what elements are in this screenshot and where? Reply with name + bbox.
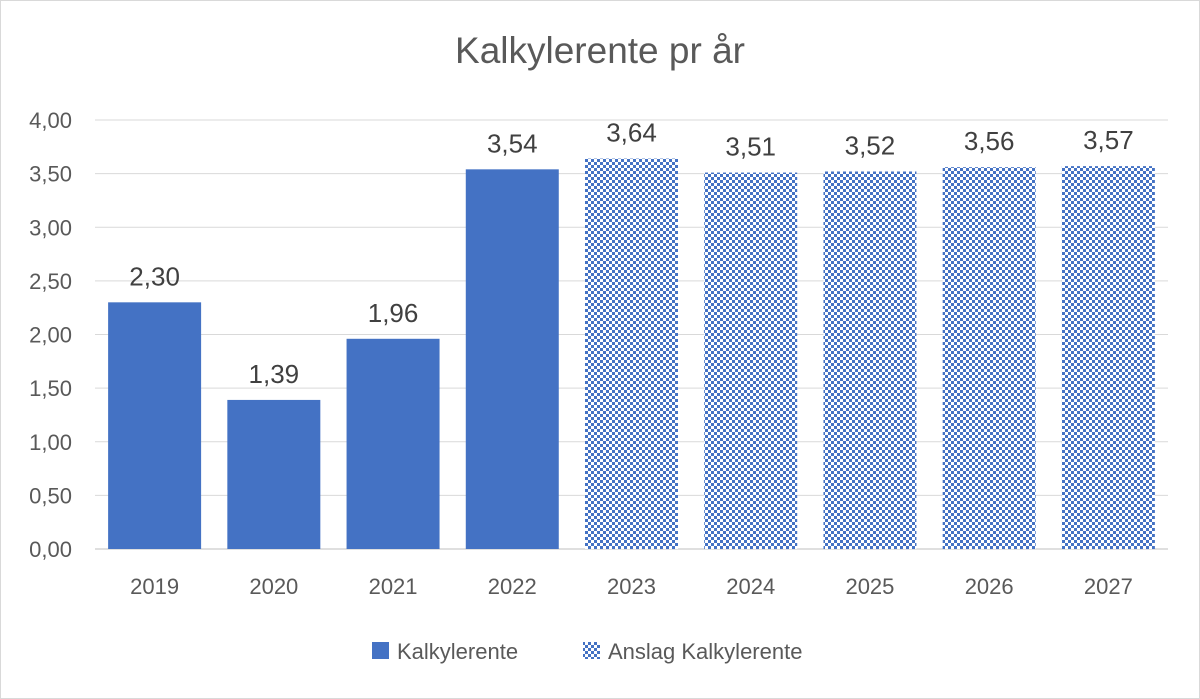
legend-label-anslag: Anslag Kalkylerente [608, 639, 802, 664]
data-label-2019: 2,30 [129, 261, 180, 291]
bar-2023 [585, 158, 678, 550]
y-tick-label: 0,50 [29, 483, 72, 508]
y-tick-label: 3,50 [29, 162, 72, 187]
y-axis-ticks: 0,00 0,50 1,00 1,50 2,00 2,50 3,00 3,50 4,00 [29, 108, 72, 562]
data-label-2021: 1,96 [368, 298, 419, 328]
x-tick-label-2024: 2024 [726, 574, 775, 599]
y-tick-label: 2,00 [29, 323, 72, 348]
x-tick-label-2022: 2022 [488, 574, 537, 599]
x-tick-label-2020: 2020 [249, 574, 298, 599]
y-tick-label: 3,00 [29, 215, 72, 240]
x-tick-label-2019: 2019 [130, 574, 179, 599]
x-tick-label-2027: 2027 [1084, 574, 1133, 599]
x-tick-label-2026: 2026 [965, 574, 1014, 599]
bar-2026 [942, 167, 1036, 549]
data-label-2024: 3,51 [725, 132, 776, 162]
bars [108, 158, 1155, 550]
data-label-2026: 3,56 [964, 126, 1015, 156]
bar-2021 [346, 338, 440, 549]
x-tick-label-2021: 2021 [369, 574, 418, 599]
legend-swatch-kalkylerente [372, 642, 389, 659]
x-tick-label-2023: 2023 [607, 574, 656, 599]
data-label-2027: 3,57 [1083, 125, 1134, 155]
x-tick-label-2025: 2025 [845, 574, 894, 599]
x-axis-ticks: 2019 2020 2021 2022 2023 2024 2025 2026 2027 [130, 574, 1133, 599]
data-label-2022: 3,54 [487, 128, 538, 158]
data-label-2025: 3,52 [845, 130, 896, 160]
y-tick-label: 1,50 [29, 376, 72, 401]
legend-swatch-anslag [583, 642, 600, 659]
bar-2024 [704, 172, 798, 550]
legend-label-kalkylerente: Kalkylerente [397, 639, 518, 664]
legend: Kalkylerente Anslag Kalkylerente [372, 639, 802, 664]
chart-title: Kalkylerente pr år [455, 30, 745, 71]
data-label-2023: 3,64 [606, 118, 657, 148]
bar-2022 [465, 169, 559, 549]
bar-2019 [108, 302, 202, 549]
bar-2020 [227, 399, 321, 549]
y-tick-label: 2,50 [29, 269, 72, 294]
bar-2027 [1061, 166, 1155, 549]
y-tick-label: 1,00 [29, 430, 72, 455]
data-label-2020: 1,39 [249, 359, 300, 389]
y-tick-label: 0,00 [29, 537, 72, 562]
data-labels: 2,30 1,39 1,96 3,54 3,64 3,51 3,52 3,56 3,57 [129, 118, 1133, 389]
y-tick-label: 4,00 [29, 108, 72, 133]
bar-2025 [823, 171, 917, 550]
